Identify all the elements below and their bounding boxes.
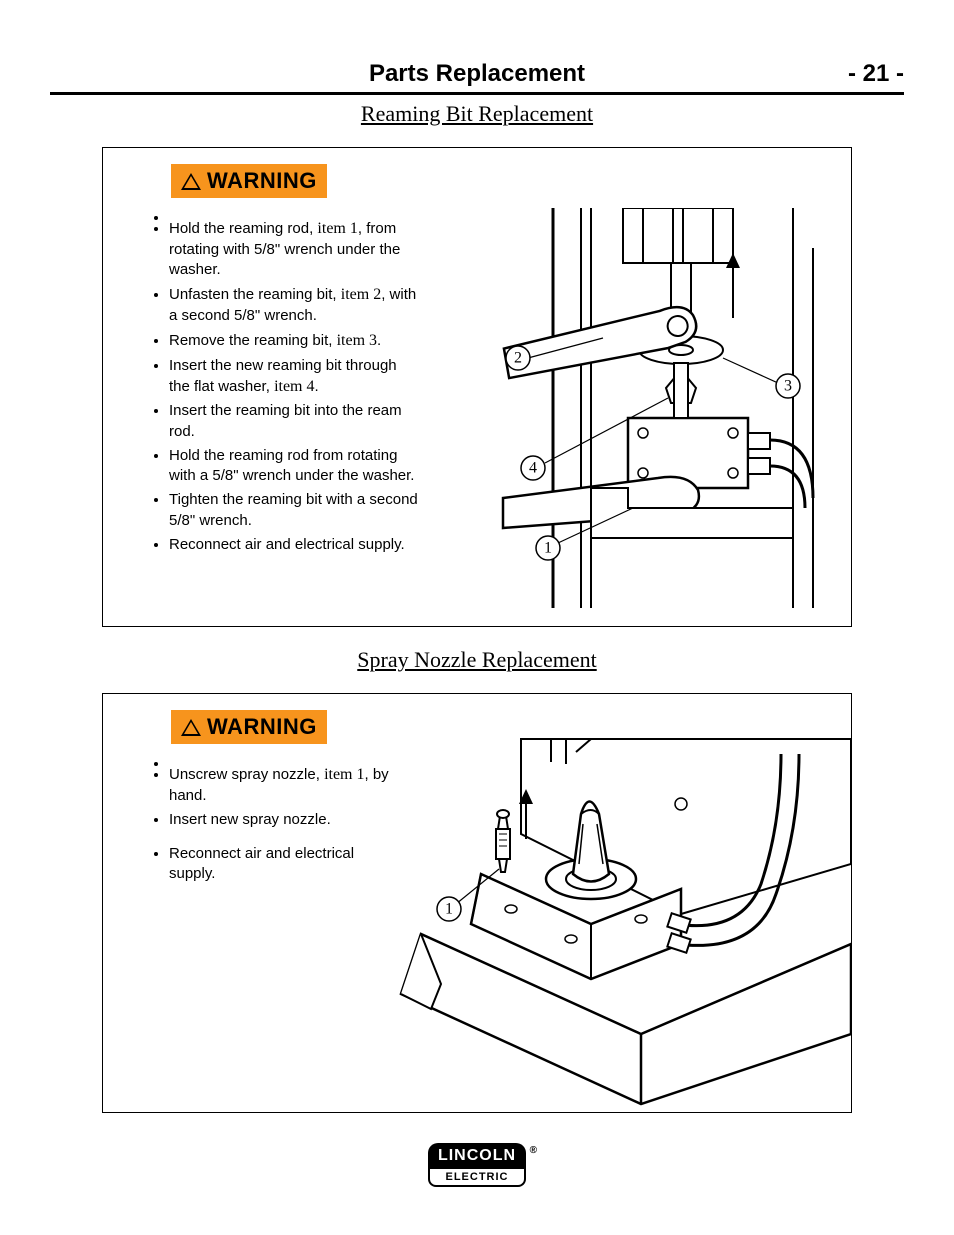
list-item: Insert the reaming bit into the ream rod… bbox=[169, 401, 421, 442]
list-item: Remove the reaming bit, item 3. bbox=[169, 330, 421, 352]
registered-icon: ® bbox=[530, 1145, 538, 1156]
callout-3: 3 bbox=[784, 378, 792, 395]
section1-steps: Hold the reaming rod, item 1, from rotat… bbox=[121, 208, 421, 608]
brand-bottom: ELECTRIC bbox=[428, 1169, 526, 1187]
list-item: Unfasten the reaming bit, item 2, with a… bbox=[169, 284, 421, 326]
warning-triangle-icon bbox=[181, 173, 201, 190]
callout-2: 2 bbox=[514, 350, 522, 367]
section2-body: Unscrew spray nozzle, item 1, by hand. I… bbox=[121, 754, 833, 885]
section1-subtitle: Reaming Bit Replacement bbox=[50, 101, 904, 127]
brand-top: LINCOLN ® bbox=[428, 1143, 526, 1169]
section1-body: Hold the reaming rod, item 1, from rotat… bbox=[121, 208, 833, 608]
warning-triangle-icon bbox=[181, 719, 201, 736]
section2-steps: Unscrew spray nozzle, item 1, by hand. I… bbox=[121, 754, 401, 885]
list-item: Hold the reaming rod, item 1, from rotat… bbox=[169, 218, 421, 280]
page: Parts Replacement - 21 - Reaming Bit Rep… bbox=[0, 0, 954, 1227]
callout-1-b: 1 bbox=[445, 901, 453, 918]
page-title: Parts Replacement bbox=[264, 60, 691, 88]
list-item: Insert new spray nozzle. bbox=[169, 810, 401, 830]
callout-4: 4 bbox=[529, 460, 537, 477]
warning-badge-1: WARNING bbox=[171, 164, 327, 198]
list-item: Tighten the reaming bit with a second 5/… bbox=[169, 490, 421, 531]
list-item: Hold the reaming rod from rotating with … bbox=[169, 446, 421, 487]
list-item bbox=[169, 754, 401, 760]
list-item: Reconnect air and electrical supply. bbox=[169, 844, 401, 885]
spray-nozzle-icon bbox=[496, 810, 510, 872]
warning-label-1: WARNING bbox=[207, 168, 317, 194]
brand-logo: LINCOLN ® ELECTRIC bbox=[428, 1143, 526, 1187]
section2-subtitle: Spray Nozzle Replacement bbox=[50, 647, 904, 673]
list-item: Reconnect air and electrical supply. bbox=[169, 535, 421, 555]
section2-panel: WARNING Unscrew spray nozzle, item 1, by… bbox=[102, 693, 852, 1113]
reaming-diagram-svg: 2 3 4 1 bbox=[433, 208, 833, 608]
callout-1: 1 bbox=[544, 540, 552, 557]
footer-logo: LINCOLN ® ELECTRIC bbox=[50, 1143, 904, 1187]
list-item: Insert the new reaming bit through the f… bbox=[169, 356, 421, 398]
list-item: Unscrew spray nozzle, item 1, by hand. bbox=[169, 764, 401, 806]
list-item bbox=[169, 208, 421, 214]
page-header: Parts Replacement - 21 - bbox=[50, 60, 904, 95]
section1-panel: WARNING Hold the reaming rod, item 1, fr… bbox=[102, 147, 852, 627]
section1-diagram: 2 3 4 1 bbox=[433, 208, 833, 608]
page-number: - 21 - bbox=[691, 60, 905, 88]
